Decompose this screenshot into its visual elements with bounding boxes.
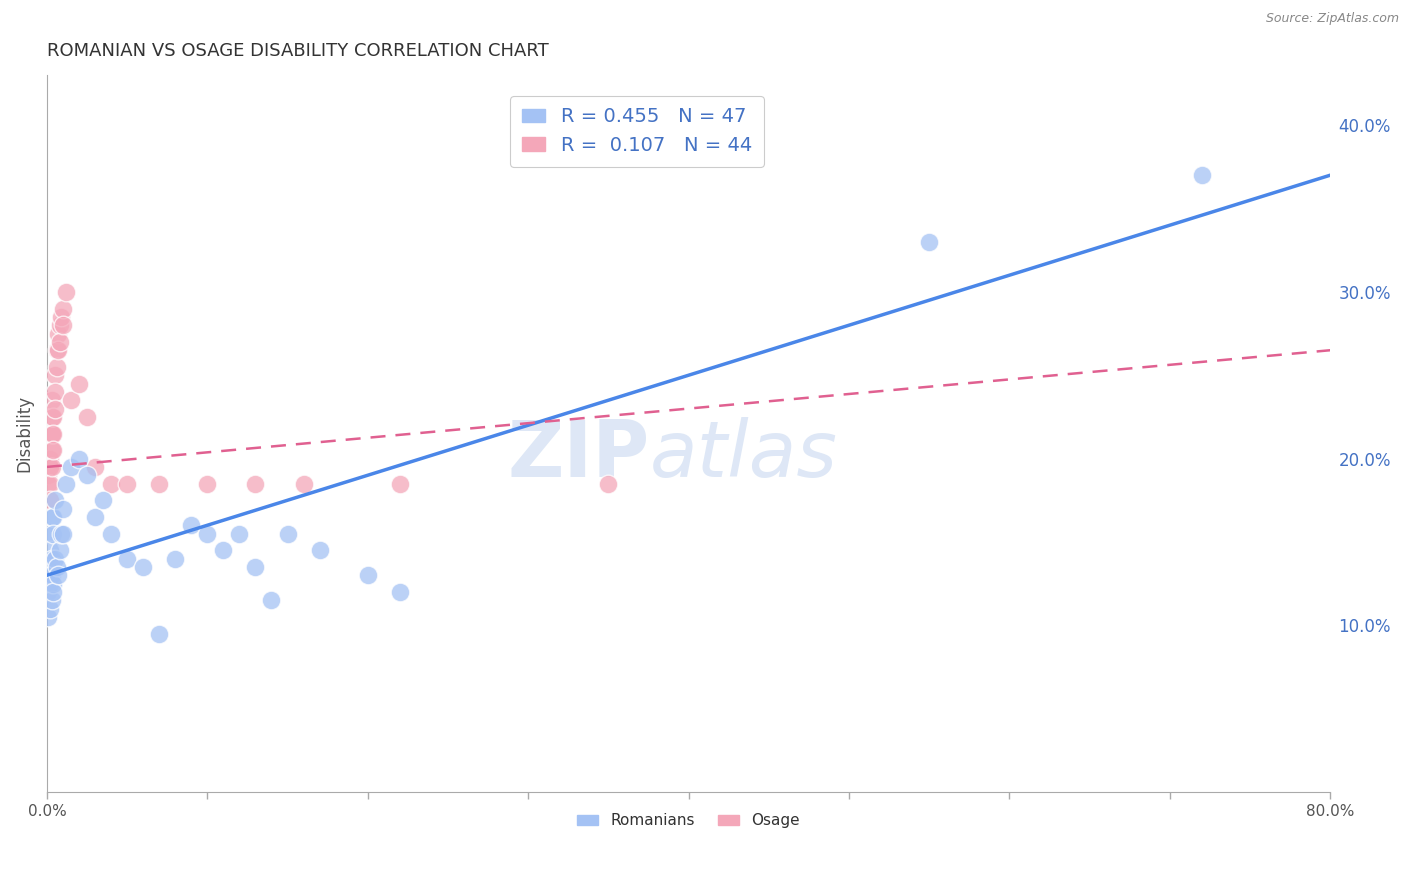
Point xyxy=(41,510,63,524)
Point xyxy=(91,493,114,508)
Point xyxy=(39,601,62,615)
Point xyxy=(41,426,63,441)
Point xyxy=(357,568,380,582)
Point xyxy=(245,476,267,491)
Point xyxy=(46,568,69,582)
Text: atlas: atlas xyxy=(650,417,838,493)
Point xyxy=(388,585,411,599)
Point xyxy=(245,560,267,574)
Point xyxy=(42,585,65,599)
Point xyxy=(100,526,122,541)
Point xyxy=(52,526,75,541)
Point xyxy=(165,551,187,566)
Point xyxy=(228,526,250,541)
Point xyxy=(39,543,62,558)
Point xyxy=(260,593,283,607)
Point xyxy=(37,459,59,474)
Point xyxy=(41,459,63,474)
Point xyxy=(195,526,218,541)
Point xyxy=(52,301,75,316)
Point xyxy=(212,543,235,558)
Point xyxy=(45,343,67,358)
Point xyxy=(59,459,82,474)
Point xyxy=(148,626,170,640)
Point xyxy=(37,476,59,491)
Point xyxy=(59,393,82,408)
Point xyxy=(55,476,77,491)
Point xyxy=(37,468,59,483)
Point xyxy=(41,409,63,424)
Point xyxy=(46,326,69,341)
Text: Source: ZipAtlas.com: Source: ZipAtlas.com xyxy=(1265,12,1399,25)
Point xyxy=(39,493,62,508)
Point xyxy=(84,459,107,474)
Point xyxy=(180,518,202,533)
Point xyxy=(45,359,67,374)
Point xyxy=(37,610,59,624)
Point xyxy=(67,376,90,391)
Point xyxy=(39,576,62,591)
Point xyxy=(46,343,69,358)
Point xyxy=(195,476,218,491)
Point xyxy=(37,526,59,541)
Point xyxy=(42,443,65,458)
Point xyxy=(115,551,138,566)
Point xyxy=(67,451,90,466)
Point xyxy=(276,526,298,541)
Point xyxy=(42,510,65,524)
Point xyxy=(115,476,138,491)
Point xyxy=(42,526,65,541)
Point xyxy=(308,543,330,558)
Point xyxy=(37,459,59,474)
Point xyxy=(41,393,63,408)
Point xyxy=(48,318,70,333)
Text: ROMANIAN VS OSAGE DISABILITY CORRELATION CHART: ROMANIAN VS OSAGE DISABILITY CORRELATION… xyxy=(46,42,548,60)
Point xyxy=(84,510,107,524)
Point xyxy=(37,560,59,574)
Point xyxy=(41,426,63,441)
Point xyxy=(41,593,63,607)
Point xyxy=(42,409,65,424)
Point xyxy=(55,285,77,299)
Point xyxy=(52,318,75,333)
Point xyxy=(45,560,67,574)
Point xyxy=(76,468,98,483)
Point xyxy=(48,334,70,349)
Point xyxy=(39,451,62,466)
Point xyxy=(42,426,65,441)
Point xyxy=(39,476,62,491)
Point xyxy=(44,493,66,508)
Point xyxy=(39,459,62,474)
Point xyxy=(76,409,98,424)
Point xyxy=(918,235,941,249)
Point xyxy=(598,476,620,491)
Point xyxy=(52,501,75,516)
Point xyxy=(39,568,62,582)
Point xyxy=(44,401,66,416)
Legend: Romanians, Osage: Romanians, Osage xyxy=(571,807,806,835)
Point xyxy=(42,576,65,591)
Point xyxy=(44,384,66,399)
Point xyxy=(148,476,170,491)
Y-axis label: Disability: Disability xyxy=(15,395,32,472)
Point xyxy=(41,568,63,582)
Point xyxy=(132,560,155,574)
Point xyxy=(41,443,63,458)
Point xyxy=(51,526,73,541)
Point xyxy=(100,476,122,491)
Point xyxy=(39,459,62,474)
Point xyxy=(292,476,315,491)
Point xyxy=(41,551,63,566)
Text: ZIP: ZIP xyxy=(508,417,650,493)
Point xyxy=(37,585,59,599)
Point xyxy=(44,368,66,383)
Point xyxy=(51,310,73,324)
Point xyxy=(48,543,70,558)
Point xyxy=(1191,168,1213,182)
Point xyxy=(388,476,411,491)
Point xyxy=(44,551,66,566)
Point xyxy=(39,451,62,466)
